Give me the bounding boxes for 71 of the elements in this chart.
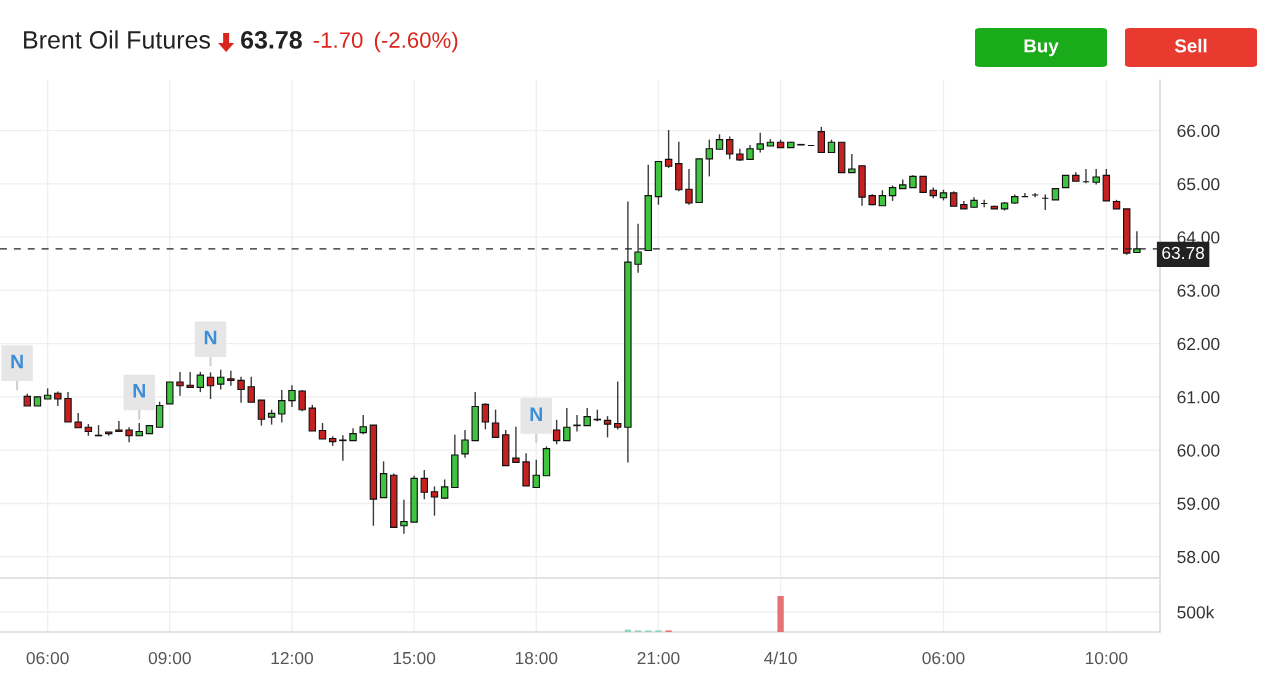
candlestick <box>563 407 571 442</box>
candlestick <box>481 402 490 431</box>
candlestick <box>491 408 500 439</box>
y-tick-label: 59.00 <box>1177 497 1220 510</box>
candlestick <box>573 414 581 433</box>
candlestick <box>339 434 347 462</box>
candlestick <box>237 375 245 404</box>
x-tick-label: 4/10 <box>764 651 797 665</box>
ref-line-label: 63.78 <box>1162 246 1205 260</box>
candlestick <box>155 401 164 428</box>
candlestick <box>379 460 388 499</box>
candlestick <box>461 429 469 459</box>
y-tick-label: 65.00 <box>1177 178 1220 191</box>
candlestick <box>420 469 429 500</box>
candlestick <box>115 420 123 433</box>
candlestick <box>756 132 764 154</box>
candlestick <box>522 452 530 487</box>
text: Buy <box>1024 39 1059 57</box>
y-tick-label: 63.00 <box>1177 284 1220 297</box>
candlestick <box>359 414 367 435</box>
candlestick <box>288 384 296 408</box>
candlestick <box>257 399 266 427</box>
y-tick-label: 500k <box>1177 605 1215 619</box>
x-tick-label: 12:00 <box>271 651 314 665</box>
candlestick <box>278 389 286 424</box>
candlestick <box>166 381 174 405</box>
candlestick <box>614 380 622 431</box>
candlestick <box>603 415 612 439</box>
candlestick <box>430 485 439 517</box>
candlestick <box>216 369 225 391</box>
chart-title: Brent Oil Futures <box>24 30 211 49</box>
y-tick-label: 66.00 <box>1177 124 1220 138</box>
candlestick <box>817 126 826 154</box>
annotation: N <box>204 330 217 345</box>
x-tick-label: 09:00 <box>148 651 191 665</box>
annotation: N <box>133 384 145 398</box>
candlestick <box>206 371 215 400</box>
candlestick <box>664 129 673 169</box>
x-tick-label: 15:00 <box>393 651 436 665</box>
candlestick <box>685 168 693 206</box>
text: -1.70 <box>313 32 363 48</box>
candlestick <box>64 391 72 423</box>
y-tick-label: 58.00 <box>1177 550 1220 564</box>
x-tick-label: 06:00 <box>922 651 965 665</box>
x-tick-label: 21:00 <box>637 651 680 665</box>
candlestick <box>186 371 194 389</box>
candlestick <box>400 499 408 535</box>
y-tick-label: 60.00 <box>1177 444 1220 457</box>
annotation: N <box>11 354 23 369</box>
candlestick <box>227 370 235 387</box>
candlestick <box>725 135 734 161</box>
candlestick <box>705 138 714 178</box>
candlestick <box>176 371 184 397</box>
text: (-2.60%) <box>374 31 458 53</box>
candlestick <box>532 459 540 489</box>
candlestick <box>247 375 255 403</box>
candlestick <box>634 223 642 274</box>
candlestick <box>848 153 856 174</box>
y-tick-label: 61.00 <box>1177 391 1220 404</box>
candlestick <box>512 426 520 464</box>
x-tick-label: 06:00 <box>26 651 69 665</box>
candlestick <box>1133 230 1141 254</box>
candlestick <box>308 404 317 432</box>
x-tick-label: 18:00 <box>515 651 558 665</box>
annotation: N <box>530 407 542 421</box>
y-tick-label: 62.00 <box>1177 337 1220 351</box>
x-tick-label: 10:00 <box>1085 651 1128 665</box>
text: 63.78 <box>241 31 302 49</box>
text: Sell <box>1174 38 1207 53</box>
candlestick <box>552 419 561 446</box>
candlestick <box>196 371 205 393</box>
